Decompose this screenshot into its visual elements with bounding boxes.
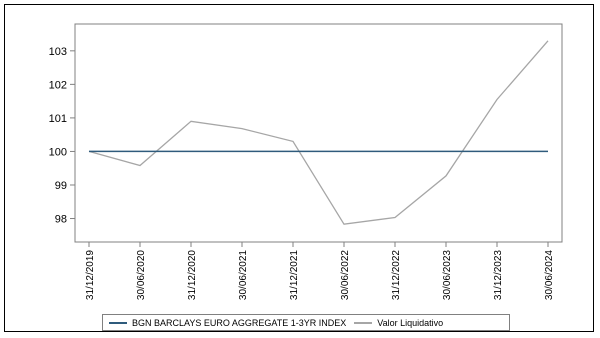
y-tick-label: 99 bbox=[55, 180, 67, 192]
x-tick-label: 30/06/2020 bbox=[136, 250, 147, 300]
x-tick-label: 31/12/2021 bbox=[289, 250, 300, 300]
legend-label-valor: Valor Liquidativo bbox=[377, 317, 444, 328]
y-tick-label: 103 bbox=[49, 46, 67, 58]
legend-item-valor: Valor Liquidativo bbox=[354, 318, 443, 328]
x-tick-label: 30/06/2021 bbox=[238, 250, 249, 300]
series-line-valor bbox=[88, 40, 549, 225]
y-tick-label: 98 bbox=[55, 214, 67, 226]
x-tick-label: 31/12/2023 bbox=[493, 250, 504, 300]
y-tick-label: 100 bbox=[49, 146, 67, 158]
legend-swatch-index bbox=[109, 321, 127, 324]
x-tick-label: 30/06/2024 bbox=[544, 250, 555, 300]
x-axis: 31/12/2019 30/06/2020 31/12/2020 30/06/2021… bbox=[85, 242, 555, 300]
x-tick-label: 30/06/2023 bbox=[442, 250, 453, 300]
y-axis: 98 99 100 101 102 103 bbox=[49, 46, 75, 226]
legend-swatch-valor bbox=[354, 321, 373, 324]
legend-label-index: BGN BARCLAYS EURO AGGREGATE 1-3YR INDEX bbox=[132, 317, 347, 328]
legend: BGN BARCLAYS EURO AGGREGATE 1-3YR INDEX … bbox=[102, 314, 510, 331]
y-tick-label: 101 bbox=[49, 113, 67, 125]
x-tick-label: 31/12/2022 bbox=[391, 250, 402, 300]
x-tick-label: 31/12/2019 bbox=[85, 250, 96, 300]
x-tick-label: 30/06/2022 bbox=[340, 250, 351, 300]
series-lines bbox=[88, 40, 549, 225]
plot-area bbox=[74, 23, 563, 243]
x-tick-label: 31/12/2020 bbox=[187, 250, 198, 300]
legend-item-index: BGN BARCLAYS EURO AGGREGATE 1-3YR INDEX bbox=[109, 318, 346, 328]
y-tick-label: 102 bbox=[49, 79, 67, 91]
